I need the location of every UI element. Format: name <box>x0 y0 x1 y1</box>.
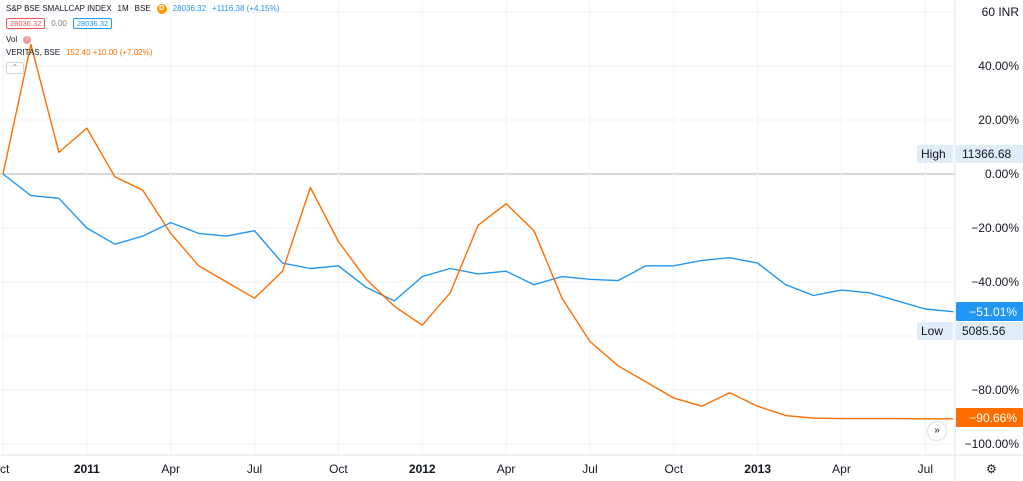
x-tick-label: 2013 <box>744 462 771 476</box>
volume-flag-icon: ! <box>23 36 32 44</box>
volume-row[interactable]: Vol ! <box>6 35 32 45</box>
bid-box[interactable]: 28036.32 <box>6 18 46 29</box>
y-tick-label: −100.00% <box>965 437 1020 451</box>
bid-ask-row: 28036.32 0.00 28036.32 <box>6 18 113 29</box>
x-tick-label: Jul <box>247 462 262 476</box>
ask-box[interactable]: 28036.32 <box>72 18 113 29</box>
x-tick-label: 2011 <box>74 462 100 476</box>
x-tick-label: Jul <box>918 462 933 476</box>
low-value: 5085.56 <box>962 324 1006 338</box>
series-group <box>2 43 954 420</box>
high-label-bg <box>917 145 953 163</box>
legend-main-row[interactable]: S&P BSE SMALLCAP INDEX 1M BSE D 28036.32… <box>6 4 279 14</box>
symbol-name[interactable]: S&P BSE SMALLCAP INDEX <box>6 4 112 13</box>
high-label: High <box>921 147 946 161</box>
volume-label: Vol <box>6 35 18 44</box>
collapse-legend-button[interactable]: ⌃ <box>6 62 24 74</box>
low-value-bg <box>956 322 1023 340</box>
spread: 0.00 <box>51 18 67 28</box>
compare-symbol[interactable]: VERITAS, BSE <box>6 48 61 57</box>
y-tick-label: −80.00% <box>971 383 1019 397</box>
y-tick-label: 60 INR <box>982 5 1020 19</box>
last-price: 28036.32 <box>172 4 207 13</box>
x-axis-ticks: ct 2011 Apr Jul Oct 2012 Apr Jul Oct 2013 Apr Jul <box>0 462 933 476</box>
x-tick-label: ct <box>0 462 10 476</box>
series-line <box>2 173 954 313</box>
series-lines <box>2 43 954 420</box>
series-group <box>2 173 954 313</box>
x-tick-label: 2012 <box>409 462 436 476</box>
y-tick-label: −40.00% <box>971 275 1019 289</box>
index-last-value: −51.01% <box>969 305 1017 319</box>
y-tick-label: 0.00% <box>985 167 1019 181</box>
y-tick-label: −20.00% <box>971 221 1019 235</box>
y-axis-ticks: 60 INR 40.00% 20.00% 0.00% −20.00% −40.00% −80… <box>965 5 1020 451</box>
compare-value: 152.40 +10.00 (+7.02%) <box>66 48 153 57</box>
price-scale-labels: High 11366.68 −51.01% Low 5085.56 −90.66% <box>917 145 1023 427</box>
veritas-last-value: −90.66% <box>969 411 1017 425</box>
interval: 1M <box>117 4 129 13</box>
x-tick-label: Apr <box>497 462 516 476</box>
y-tick-label: 20.00% <box>978 113 1019 127</box>
settings-gear-icon[interactable]: ⚙ <box>986 462 997 476</box>
low-label: Low <box>921 324 943 338</box>
delayed-flag-icon: D <box>156 4 167 14</box>
x-tick-label: Jul <box>582 462 597 476</box>
x-tick-label: Oct <box>664 462 683 476</box>
price-change: +1116.38 (+4.15%) <box>212 4 280 13</box>
index-last-bg <box>956 302 1023 321</box>
x-tick-label: Apr <box>832 462 851 476</box>
high-value: 11366.68 <box>962 147 1011 161</box>
veritas-last-bg <box>956 408 1023 427</box>
y-tick-label: 40.00% <box>978 59 1019 73</box>
compare-row[interactable]: VERITAS, BSE 152.40 +10.00 (+7.02%) <box>6 48 152 58</box>
x-tick-label: Apr <box>161 462 180 476</box>
series-line <box>2 43 954 420</box>
scroll-to-realtime-icon[interactable]: » <box>928 422 946 440</box>
x-tick-label: Oct <box>329 462 348 476</box>
high-value-bg <box>956 145 1023 163</box>
low-label-bg <box>917 322 953 340</box>
exchange: BSE <box>134 4 151 13</box>
